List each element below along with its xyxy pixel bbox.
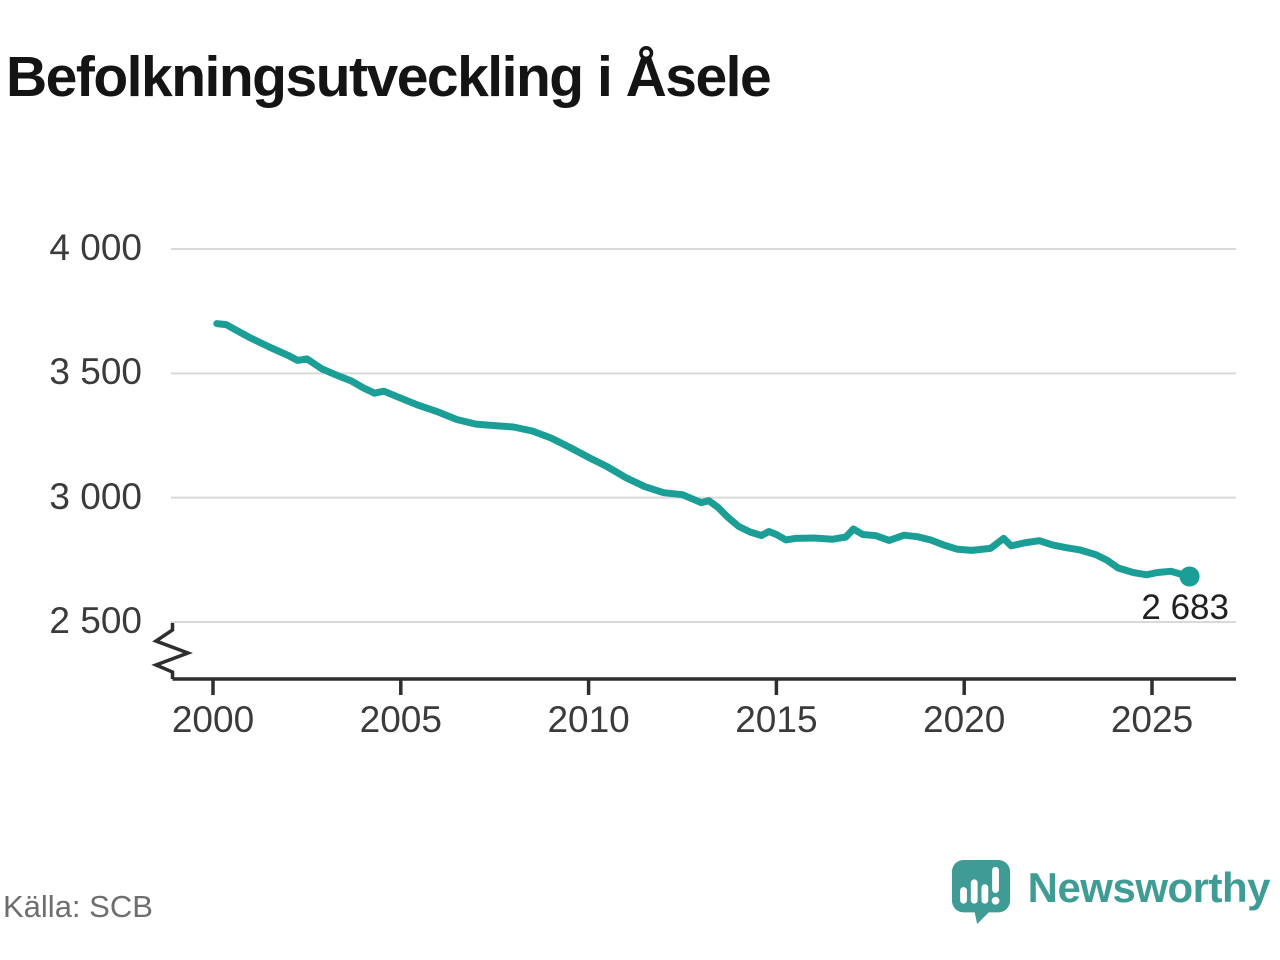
x-tick-label: 2000 bbox=[171, 699, 255, 740]
chart-title: Befolkningsutveckling i Åsele bbox=[6, 45, 772, 109]
y-tick-label: 3 000 bbox=[49, 475, 142, 517]
y-tick-label: 2 500 bbox=[49, 600, 142, 642]
x-tick-label: 2025 bbox=[1110, 699, 1194, 740]
newsworthy-wordmark: Newsworthy bbox=[1027, 864, 1271, 911]
x-tick-label: 2020 bbox=[923, 699, 1006, 740]
y-axis-break bbox=[151, 623, 193, 679]
y-tick-label: 3 500 bbox=[49, 351, 142, 393]
x-tick-label: 2010 bbox=[547, 699, 630, 740]
x-tick-label: 2005 bbox=[359, 699, 442, 740]
last-point-marker bbox=[1179, 566, 1200, 587]
y-tick-label: 4 000 bbox=[49, 227, 142, 269]
newsworthy-brand[interactable]: Newsworthy bbox=[950, 858, 1271, 926]
newsworthy-logo-icon bbox=[951, 860, 1010, 924]
last-value-label: 2 683 bbox=[1141, 588, 1229, 627]
source-label: Källa: SCB bbox=[3, 889, 153, 924]
x-tick-label: 2015 bbox=[735, 699, 818, 740]
population-line bbox=[213, 320, 1194, 580]
